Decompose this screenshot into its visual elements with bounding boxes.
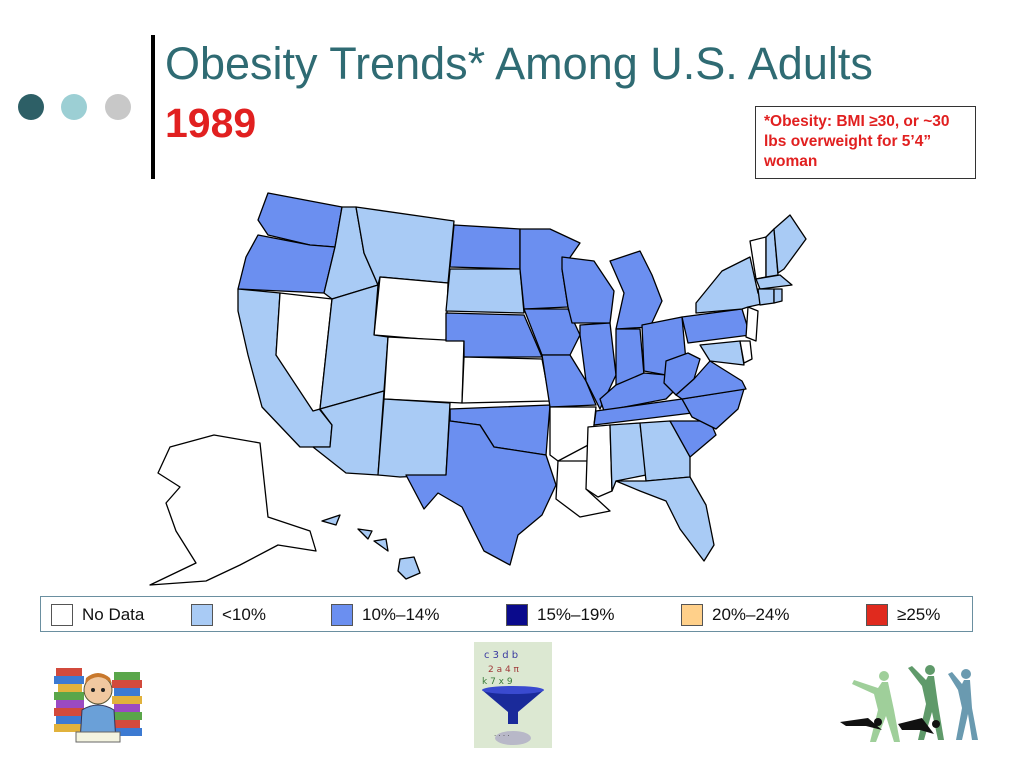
- dot-dark: [18, 94, 44, 120]
- legend-swatch: [506, 604, 528, 626]
- state-ri: [773, 288, 783, 304]
- legend-label: <10%: [222, 605, 266, 624]
- state-mo: [541, 354, 597, 408]
- state-sd: [445, 268, 525, 314]
- us-obesity-map: [149, 192, 807, 586]
- state-nm: [377, 398, 451, 478]
- state-ct: [757, 288, 775, 306]
- legend-label: ≥25%: [897, 605, 941, 624]
- state-me: [773, 214, 807, 274]
- obesity-definition-note: *Obesity: BMI ≥30, or ~30 lbs overweight…: [755, 106, 976, 179]
- state-tx: [405, 408, 557, 566]
- state-wy: [373, 276, 449, 342]
- state-ia: [523, 308, 581, 356]
- slide-year: 1989: [165, 100, 257, 146]
- state-nd: [449, 224, 521, 270]
- title-divider: [151, 35, 155, 179]
- legend-label: 15%–19%: [537, 605, 615, 624]
- svg-text:c 3 d b: c 3 d b: [484, 650, 518, 661]
- student-books-clipart: [54, 668, 142, 743]
- state-nv: [275, 292, 333, 412]
- state-va: [675, 360, 747, 400]
- legend-swatch: [866, 604, 888, 626]
- svg-text:· · · ·: · · · ·: [494, 732, 510, 740]
- state-co: [383, 336, 465, 404]
- state-mi: [609, 250, 663, 330]
- state-nj: [745, 306, 759, 342]
- state-ar: [549, 406, 597, 462]
- state-fl: [615, 476, 715, 562]
- legend-item: 10%–14%: [331, 602, 440, 628]
- state-il: [579, 322, 617, 410]
- state-wi: [561, 256, 615, 324]
- state-de: [739, 340, 753, 364]
- state-ma: [755, 274, 793, 290]
- legend-item: <10%: [191, 602, 266, 628]
- dancers-clipart: [840, 665, 978, 742]
- legend-label: 10%–14%: [362, 605, 440, 624]
- state-al: [609, 422, 647, 492]
- svg-text:2 a 4 π: 2 a 4 π: [488, 665, 520, 675]
- dot-light-teal: [61, 94, 87, 120]
- slide-title: Obesity Trends* Among U.S. Adults: [165, 38, 873, 89]
- svg-text:k 7 x 9: k 7 x 9: [482, 677, 513, 687]
- state-ks: [461, 356, 551, 404]
- legend-swatch: [51, 604, 73, 626]
- legend-label: 20%–24%: [712, 605, 790, 624]
- legend-swatch: [191, 604, 213, 626]
- state-ms: [585, 424, 613, 498]
- legend-swatch: [681, 604, 703, 626]
- state-sc: [669, 420, 717, 458]
- legend-item: ≥25%: [866, 602, 940, 628]
- state-pa: [681, 308, 751, 344]
- state-md: [699, 340, 745, 366]
- map-legend: No Data <10% 10%–14% 15%–19% 20%–24% ≥25%: [40, 596, 973, 632]
- state-hi: [321, 514, 421, 580]
- funnel-clipart: c 3 d b 2 a 4 π k 7 x 9 · · · ·: [474, 642, 552, 748]
- legend-label: No Data: [82, 605, 145, 624]
- legend-item: No Data: [51, 602, 144, 628]
- legend-item: 20%–24%: [681, 602, 790, 628]
- dot-gray: [105, 94, 131, 120]
- decorative-dots: [18, 94, 138, 120]
- state-ak: [149, 434, 317, 586]
- legend-swatch: [331, 604, 353, 626]
- legend-item: 15%–19%: [506, 602, 615, 628]
- state-ga: [639, 420, 691, 482]
